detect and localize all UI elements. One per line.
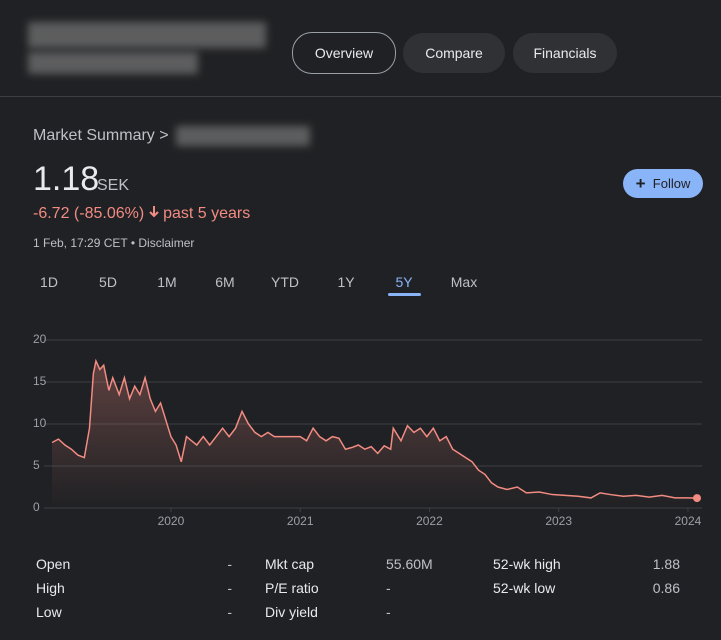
blurred-name xyxy=(28,52,198,74)
y-tick-label: 5 xyxy=(33,458,40,472)
stat-label: 52-wk low xyxy=(493,580,556,596)
stat-label: Low xyxy=(36,604,62,620)
change: -6.72 (-85.06%) xyxy=(33,205,145,222)
blurred-name xyxy=(176,126,310,146)
stat-value: - xyxy=(227,580,232,596)
range-tab[interactable]: 6M xyxy=(215,274,235,290)
area xyxy=(52,361,697,508)
x-tick-label: 2020 xyxy=(158,514,185,528)
follow-button[interactable]: + Follow xyxy=(623,169,703,198)
x-tick-label: 2024 xyxy=(675,514,702,528)
stat-value: - xyxy=(227,556,232,572)
stat-value: - xyxy=(386,580,391,596)
y-tick-label: 20 xyxy=(33,332,47,346)
range-tab[interactable]: Max xyxy=(450,274,478,290)
range-tab[interactable]: 1Y xyxy=(337,274,355,290)
line xyxy=(51,358,698,499)
stat-value: - xyxy=(227,604,232,620)
blurred-name xyxy=(28,22,266,48)
tab[interactable]: Financials xyxy=(513,33,617,73)
stat-label: Mkt cap xyxy=(265,556,315,572)
range-tab[interactable]: 1D xyxy=(40,274,58,290)
range-tab[interactable]: 5D xyxy=(99,274,117,290)
range-underline xyxy=(388,293,421,296)
stat-value: 55.60M xyxy=(386,556,433,572)
stat-value: 0.86 xyxy=(652,580,680,596)
y-tick-label: 0 xyxy=(33,500,40,514)
stat-label: 52-wk high xyxy=(493,556,561,572)
stat-value: 1.88 xyxy=(652,556,680,572)
down-arrow xyxy=(148,206,159,218)
tab[interactable]: Overview xyxy=(292,32,396,74)
y-tick-label: 15 xyxy=(33,374,47,388)
tab[interactable]: Compare xyxy=(403,33,505,73)
stat-value: - xyxy=(386,604,391,620)
breadcrumb[interactable]: Market Summary > xyxy=(33,127,169,144)
range-tab[interactable]: YTD xyxy=(271,274,299,290)
x-tick-label: 2023 xyxy=(545,514,572,528)
y-tick-label: 10 xyxy=(33,416,47,430)
divider xyxy=(0,96,721,97)
stat-label: Open xyxy=(36,556,71,572)
stat-label: P/E ratio xyxy=(265,580,319,596)
price-change: -6.72 (-85.06%) past 5 years xyxy=(33,205,250,223)
currency: SEK xyxy=(97,177,130,194)
last-point xyxy=(693,494,701,503)
period: past 5 years xyxy=(163,205,251,222)
stat-label: Div yield xyxy=(265,604,318,620)
range-tab[interactable]: 5Y xyxy=(395,274,413,290)
x-tick-label: 2022 xyxy=(416,514,443,528)
x-tick-label: 2021 xyxy=(287,514,314,528)
follow-label: Follow xyxy=(652,176,691,191)
price: 1.18 xyxy=(33,160,100,198)
timestamp: 1 Feb, 17:29 CET • Disclaimer xyxy=(33,236,195,250)
stat-label: High xyxy=(36,580,65,596)
range-tab[interactable]: 1M xyxy=(157,274,177,290)
